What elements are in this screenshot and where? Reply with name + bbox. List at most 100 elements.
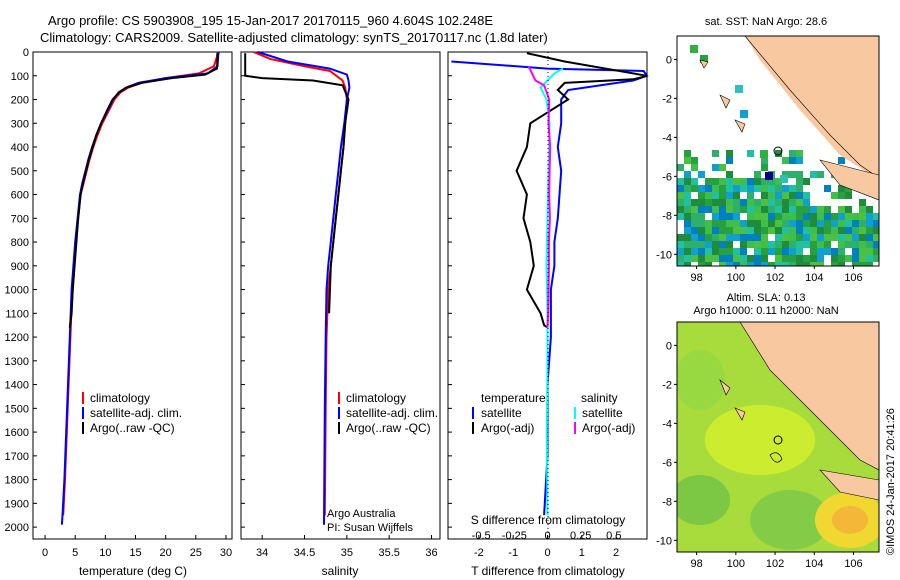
depth-tick-label: 200 (11, 95, 29, 107)
sst-pixel (817, 213, 824, 220)
sst-pixel (789, 213, 796, 220)
sst-pixel (852, 220, 859, 227)
sst-pixel (859, 255, 866, 262)
sst-pixel (782, 220, 789, 227)
sst-pixel (810, 206, 817, 213)
salinity-panel (240, 51, 441, 540)
sst-pixel (845, 255, 852, 262)
sst-pixel (747, 255, 754, 262)
sst-pixel (761, 248, 768, 255)
sst-pixel (866, 206, 873, 213)
sst-pixel (712, 234, 719, 241)
depth-tick-label: 1000 (5, 285, 29, 297)
sst-pixel (873, 241, 879, 248)
sst-pixel (789, 262, 796, 266)
sst-pixel (810, 248, 817, 255)
sst-pixel (768, 213, 775, 220)
legend-argo: Argo(..raw -QC) (346, 421, 431, 435)
sst-pixel (838, 234, 845, 241)
sst-pixel (698, 199, 705, 206)
legend-satellite: satellite-adj. clim. (90, 406, 182, 420)
sst-pixel (712, 192, 719, 199)
sst-pixel (845, 220, 852, 227)
map-x-tick-label: 104 (805, 558, 823, 570)
salinity-profiles: 34 34.5 35 35.5 36 (244, 51, 438, 559)
sst-pixel (761, 255, 768, 262)
temperature-panel (32, 51, 233, 540)
sst-pixel (712, 255, 719, 262)
x-tick-label: 0 (544, 547, 550, 559)
sst-pixel (789, 206, 796, 213)
sst-pixel (761, 164, 768, 171)
sst-pixel (838, 157, 845, 164)
sst-pixel (691, 227, 698, 234)
sst-pixel (726, 220, 733, 227)
sst-pixel (859, 199, 866, 206)
map-x-tick-label: 100 (727, 272, 745, 284)
depth-tick-label: 700 (11, 213, 29, 225)
sst-pixel (733, 206, 740, 213)
sst-pixel (726, 234, 733, 241)
sst-pixel (677, 185, 684, 192)
sst-pixel (691, 220, 698, 227)
sst-pixel (775, 220, 782, 227)
sst-pixel (845, 234, 852, 241)
sst-pixel (824, 213, 831, 220)
sst-pixel (712, 248, 719, 255)
sst-pixel (740, 199, 747, 206)
sst-pixel (817, 234, 824, 241)
sst-pixel (831, 192, 838, 199)
sst-pixel (761, 213, 768, 220)
sst-pixel (782, 227, 789, 234)
sst-pixel (859, 248, 866, 255)
sst-pixel (768, 206, 775, 213)
sst-map-frame (676, 35, 880, 267)
depth-tick-label: 500 (11, 166, 29, 178)
depth-tick-label: 1100 (5, 308, 29, 320)
sst-pixel (677, 206, 684, 213)
map-y-tick-label: 0 (666, 340, 672, 352)
sst-pixel (740, 206, 747, 213)
sst-pixel (859, 220, 866, 227)
sst-pixel (712, 227, 719, 234)
sst-pixel (747, 199, 754, 206)
depth-tick-label: 1600 (5, 427, 29, 439)
h-label: Argo h1000: 0.11 h2000: NaN (693, 305, 838, 317)
sst-pixel (831, 248, 838, 255)
sst-pixel (747, 213, 754, 220)
sst-pixel (698, 255, 705, 262)
sla-low-patch (677, 475, 730, 525)
imos-stamp: ©IMOS 24-Jan-2017 20:41:26 (885, 408, 897, 555)
sst-pixel (852, 255, 859, 262)
sst-pixel (719, 262, 726, 266)
sst-pixel (740, 262, 747, 266)
map-y-tick-label: -4 (662, 418, 672, 430)
sst-pixel (866, 255, 873, 262)
x-tick-label: 15 (129, 547, 141, 559)
sst-pixel (684, 206, 691, 213)
sst-pixel (719, 178, 726, 185)
sst-pixel (733, 227, 740, 234)
sst-pixel (810, 227, 817, 234)
sst-pixel (698, 171, 705, 178)
sst-pixel (705, 178, 712, 185)
sst-pixel (803, 241, 810, 248)
sst-pixel (747, 241, 754, 248)
legend-t-satellite: satellite (481, 406, 522, 420)
sst-pixel (747, 234, 754, 241)
sst-pixel (782, 171, 789, 178)
sst-pixel (754, 178, 761, 185)
sst-pixel (719, 213, 726, 220)
sst-pixel (873, 227, 879, 234)
depth-tick-label: 600 (11, 190, 29, 202)
sst-pixel (712, 178, 719, 185)
sst-pixel (677, 178, 684, 185)
x-tick-label: 34 (256, 547, 268, 559)
sst-pixel (810, 213, 817, 220)
sst-pixel (866, 262, 873, 266)
depth-tick-label: 800 (11, 237, 29, 249)
x-tick-label: 1 (579, 547, 585, 559)
sst-pixel (691, 199, 698, 206)
credit-argo-australia: Argo Australia (327, 508, 396, 520)
